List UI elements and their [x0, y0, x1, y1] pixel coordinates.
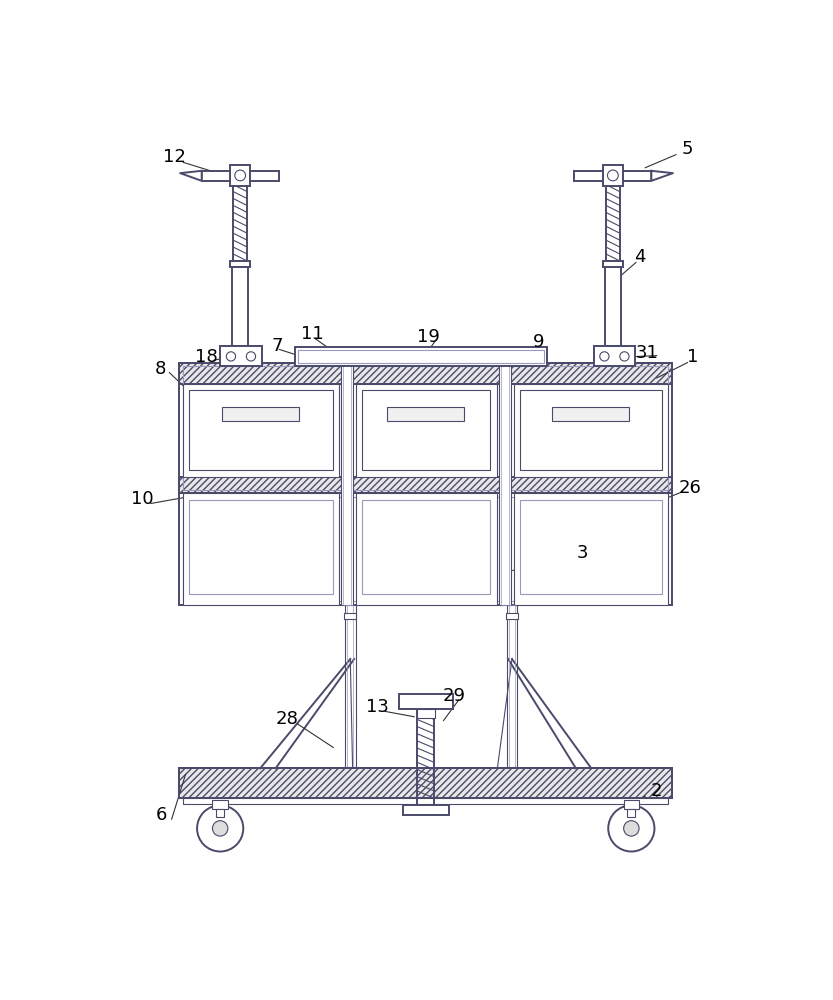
Bar — [552, 407, 629, 421]
Bar — [399, 694, 452, 709]
Bar — [513, 384, 668, 477]
Bar — [345, 605, 356, 767]
Bar — [183, 366, 668, 490]
Bar — [499, 363, 511, 605]
Text: 12: 12 — [162, 148, 186, 166]
Bar — [179, 363, 672, 384]
Bar — [575, 171, 651, 181]
Text: 18: 18 — [195, 348, 217, 366]
Bar — [220, 346, 262, 366]
Bar — [183, 493, 339, 605]
Text: 11: 11 — [302, 325, 324, 343]
Bar — [627, 809, 636, 817]
Bar — [501, 363, 509, 605]
Circle shape — [197, 805, 243, 852]
Bar — [183, 384, 339, 477]
Bar — [222, 407, 300, 421]
Bar — [179, 477, 672, 493]
Circle shape — [608, 805, 655, 852]
Circle shape — [624, 821, 639, 836]
Bar — [594, 346, 636, 366]
Bar — [179, 363, 672, 384]
Circle shape — [607, 170, 618, 181]
Text: 1: 1 — [687, 348, 699, 366]
Text: 9: 9 — [533, 333, 545, 351]
Bar — [341, 363, 353, 605]
Circle shape — [620, 352, 629, 361]
Bar — [179, 477, 672, 493]
Bar — [603, 261, 623, 267]
Text: 26: 26 — [678, 479, 701, 497]
Text: 4: 4 — [634, 248, 646, 266]
Bar — [179, 363, 672, 493]
Text: 6: 6 — [156, 806, 167, 824]
Bar — [295, 347, 547, 366]
Polygon shape — [651, 171, 673, 181]
Text: 29: 29 — [443, 687, 466, 705]
Circle shape — [600, 352, 609, 361]
Bar — [230, 261, 250, 267]
Bar — [605, 262, 621, 346]
Bar — [387, 407, 464, 421]
Bar — [183, 798, 668, 804]
Bar — [343, 363, 351, 605]
Bar — [624, 800, 639, 809]
Bar — [417, 705, 434, 805]
Bar — [230, 165, 250, 186]
Bar — [298, 350, 544, 363]
Text: 31: 31 — [636, 344, 659, 362]
Bar — [506, 613, 518, 619]
Bar — [520, 390, 662, 470]
Text: 13: 13 — [366, 698, 389, 716]
Text: 2: 2 — [651, 782, 662, 800]
Bar — [362, 390, 491, 470]
Bar — [416, 709, 435, 718]
Text: 3: 3 — [576, 544, 588, 562]
Circle shape — [247, 352, 256, 361]
Bar — [356, 493, 496, 605]
Bar — [179, 768, 672, 798]
Bar — [509, 605, 515, 767]
Bar — [506, 605, 517, 767]
Bar — [232, 262, 248, 346]
Bar — [603, 165, 623, 186]
Bar — [347, 605, 353, 767]
Circle shape — [212, 821, 228, 836]
Bar — [402, 805, 449, 815]
Text: 19: 19 — [416, 328, 440, 346]
Bar — [356, 384, 496, 477]
Bar — [344, 613, 357, 619]
Bar — [202, 171, 279, 181]
Bar — [513, 493, 668, 605]
Text: 5: 5 — [681, 140, 693, 158]
Text: 28: 28 — [276, 710, 298, 728]
Text: 8: 8 — [154, 360, 166, 378]
Bar — [189, 500, 332, 594]
Bar — [179, 493, 672, 605]
Polygon shape — [180, 171, 202, 181]
Text: 7: 7 — [272, 337, 283, 355]
Bar — [217, 809, 224, 817]
Bar — [183, 497, 668, 601]
Bar — [212, 800, 228, 809]
Bar — [179, 768, 672, 798]
Bar — [189, 390, 332, 470]
Circle shape — [227, 352, 236, 361]
Text: 10: 10 — [131, 490, 154, 508]
Bar — [233, 178, 247, 261]
Bar — [520, 500, 662, 594]
Circle shape — [235, 170, 246, 181]
Bar — [362, 500, 491, 594]
Bar — [606, 178, 620, 261]
